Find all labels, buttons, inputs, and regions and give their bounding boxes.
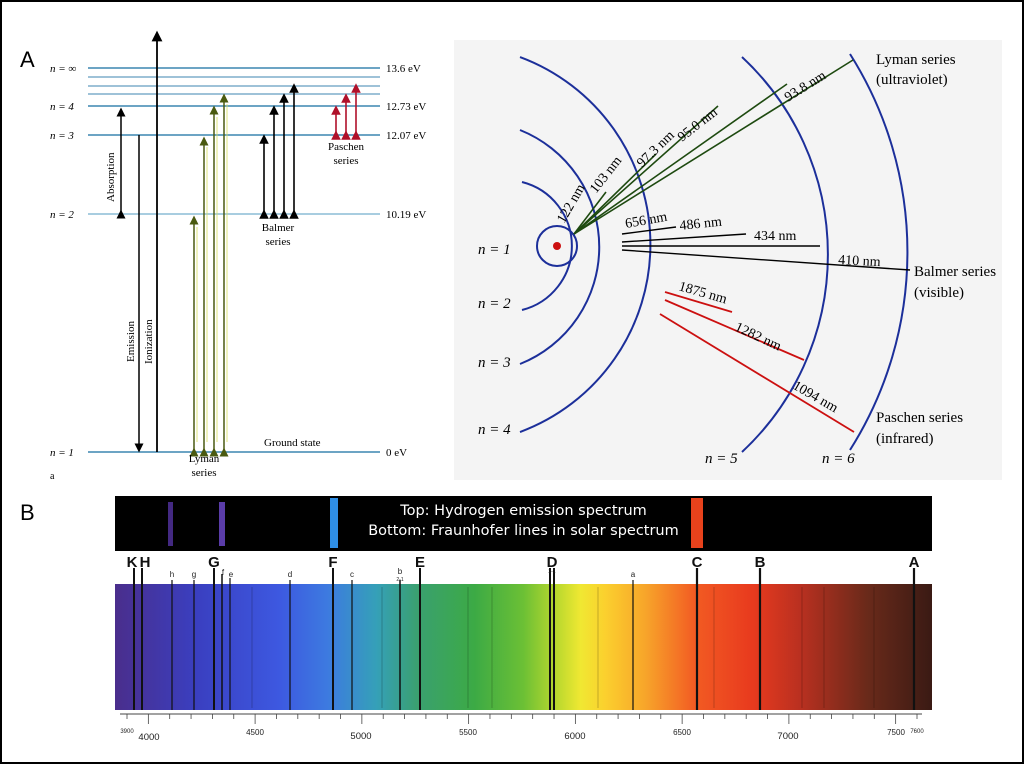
- emission-line-blue: [330, 498, 338, 548]
- nucleus: [553, 242, 561, 250]
- orbit-label-n2: n = 2: [478, 296, 511, 312]
- lyman-series-title: Lyman series: [876, 52, 956, 68]
- energy-label-n2: 10.19 eV: [386, 209, 426, 221]
- fraunhofer-label-H: H: [140, 554, 151, 571]
- energy-label-n4: 12.73 eV: [386, 101, 426, 113]
- absorption-label: Absorption: [105, 152, 117, 202]
- balmer-transition-lines: [621, 226, 911, 271]
- lyman-series-label-2: series: [191, 467, 216, 479]
- axis-tick-7600: 7600: [910, 729, 924, 735]
- fraunhofer-label-c: c: [350, 570, 354, 579]
- bohr-orbits: [519, 53, 909, 453]
- fraunhofer-label-a: a: [631, 570, 636, 579]
- spectrum-caption-bottom: Bottom: Fraunhofer lines in solar spectr…: [368, 523, 679, 539]
- panel-label-b: B: [20, 500, 35, 525]
- panel-a-sublabel: a: [50, 471, 55, 482]
- axis-tick-6500: 6500: [673, 728, 691, 737]
- axis-tick-7000: 7000: [777, 731, 798, 742]
- orbit-n4: [519, 56, 652, 433]
- paschen-series-title: Paschen series: [876, 410, 963, 426]
- fraunhofer-label-E: E: [415, 554, 425, 571]
- fraunhofer-sub-d: 2-1: [548, 569, 555, 575]
- fraunhofer-label-K: K: [127, 554, 138, 571]
- emission-line-violet-1: [168, 502, 173, 546]
- axis-tick-6000: 6000: [564, 731, 585, 742]
- balmer-series-title: Balmer series: [914, 264, 996, 280]
- fraunhofer-label-F: F: [328, 554, 337, 571]
- fraunhofer-label-C: C: [692, 554, 703, 571]
- orbit-n6: [849, 53, 909, 451]
- orbit-n2: [521, 181, 573, 311]
- panel-label-a: A: [20, 47, 35, 72]
- orbit-n3: [519, 129, 601, 365]
- orbit-label-n3: n = 3: [478, 355, 511, 371]
- fraunhofer-label-f: f: [222, 568, 225, 577]
- wavelength-minor-ticks: [126, 714, 918, 724]
- level-n-inf-label: n = ∞: [50, 63, 76, 75]
- paschen-arrows: [331, 83, 361, 140]
- balmer-656nm: 656 nm: [624, 210, 668, 232]
- level-n1-label: n = 1: [50, 447, 74, 459]
- balmer-series-label-1: Balmer: [262, 222, 295, 234]
- paschen-series-label-1: Paschen: [328, 141, 365, 153]
- axis-tick-7500: 7500: [887, 728, 905, 737]
- orbit-n5: [741, 56, 829, 453]
- energy-label-n1: 0 eV: [386, 447, 407, 459]
- lyman-series-subtitle: (ultraviolet): [876, 72, 948, 88]
- fraunhofer-dark-lines: [133, 568, 916, 710]
- spectrum-caption: Top: Hydrogen emission spectrum Bottom: …: [115, 501, 932, 541]
- energy-level-diagram: n = ∞ n = 4 n = 3 n = 2 n = 1 13.6 eV 12…: [50, 30, 426, 482]
- level-n2-label: n = 2: [50, 209, 74, 221]
- fraunhofer-label-b: b: [398, 567, 403, 576]
- lyman-series-label-1: Lyman: [189, 453, 220, 465]
- balmer-434nm: 434 nm: [754, 229, 797, 244]
- fraunhofer-label-g: g: [192, 570, 196, 579]
- ground-state-label: Ground state: [264, 437, 321, 449]
- fraunhofer-label-h: h: [170, 570, 174, 579]
- paschen-series-label-2: series: [333, 155, 358, 167]
- balmer-410nm: 410 nm: [838, 253, 881, 270]
- fraunhofer-label-A: A: [909, 554, 920, 571]
- orbit-label-n6: n = 6: [822, 451, 855, 467]
- hydrogen-emission-strip: Top: Hydrogen emission spectrum Bottom: …: [115, 496, 932, 551]
- balmer-series-subtitle: (visible): [914, 285, 964, 301]
- fraunhofer-label-e: e: [229, 570, 234, 579]
- balmer-arrows: [259, 83, 299, 219]
- emission-line-red: [691, 498, 703, 548]
- spectrum-caption-top: Top: Hydrogen emission spectrum: [400, 503, 647, 519]
- fraunhofer-label-B: B: [755, 554, 766, 571]
- fraunhofer-label-d: d: [288, 570, 292, 579]
- paschen-series-subtitle: (infrared): [876, 431, 933, 447]
- axis-tick-5000: 5000: [350, 731, 371, 742]
- balmer-series-label-2: series: [265, 236, 290, 248]
- fraunhofer-label-G: G: [208, 554, 220, 571]
- emission-line-violet-2: [219, 502, 225, 546]
- axis-tick-4000: 4000: [138, 732, 159, 743]
- energy-label-inf: 13.6 eV: [386, 63, 421, 75]
- bohr-model-panel: [454, 40, 1002, 480]
- orbit-label-n5: n = 5: [705, 451, 738, 467]
- level-n3-label: n = 3: [50, 130, 74, 142]
- axis-tick-4500: 4500: [246, 728, 264, 737]
- axis-tick-3900: 3900: [120, 729, 134, 735]
- fraunhofer-sub-b: 2-1: [396, 577, 403, 583]
- lyman-arrows: [189, 93, 229, 457]
- orbit-label-n1: n = 1: [478, 242, 511, 258]
- axis-tick-5500: 5500: [459, 728, 477, 737]
- lyman-transition-lines: [573, 59, 854, 235]
- fraunhofer-label-D: D: [547, 554, 558, 571]
- orbit-label-n4: n = 4: [478, 422, 511, 438]
- emission-label: Emission: [125, 321, 137, 362]
- energy-label-n3: 12.07 eV: [386, 130, 426, 142]
- solar-spectrum-strip: [115, 584, 932, 710]
- balmer-486nm: 486 nm: [679, 215, 723, 234]
- paschen-transition-lines: [659, 291, 855, 433]
- orbit-n1: [536, 225, 578, 267]
- ionization-label: Ionization: [143, 319, 155, 364]
- level-n4-label: n = 4: [50, 101, 74, 113]
